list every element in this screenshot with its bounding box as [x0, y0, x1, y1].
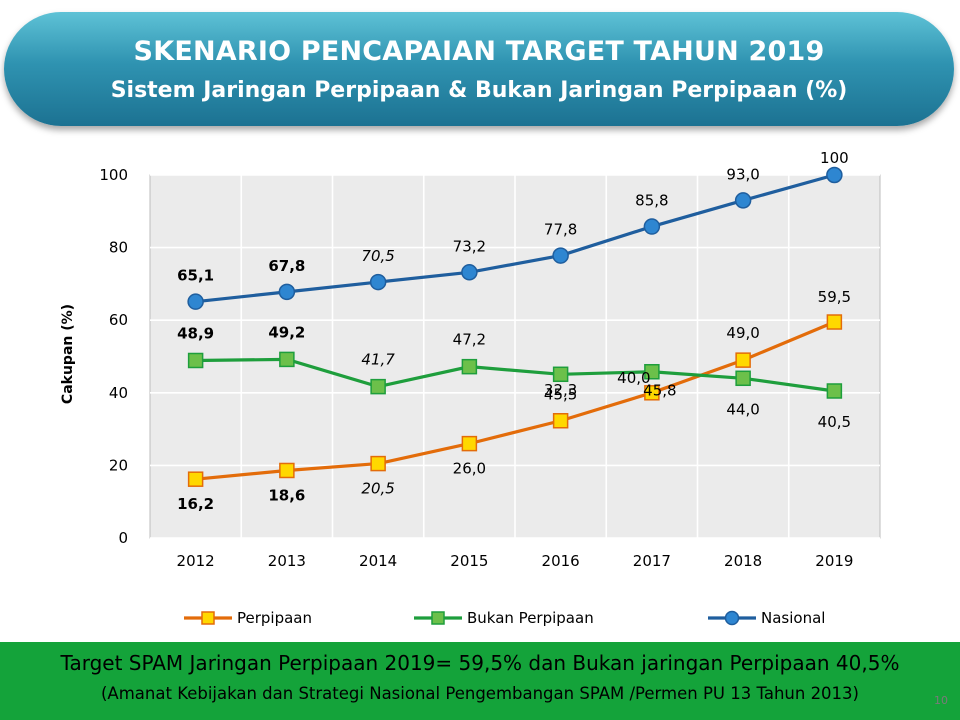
x-tick-label: 2012	[177, 552, 215, 570]
data-point	[188, 294, 203, 309]
footer-banner: Target SPAM Jaringan Perpipaan 2019= 59,…	[0, 642, 960, 720]
data-point	[554, 367, 568, 381]
data-point	[553, 248, 568, 263]
data-label: 67,8	[268, 257, 305, 275]
y-axis-label: Cakupan (%)	[60, 304, 76, 404]
data-point	[371, 275, 386, 290]
data-label: 70,5	[361, 247, 394, 265]
data-point	[280, 352, 294, 366]
page-number: 10	[934, 694, 948, 707]
data-point	[189, 472, 203, 486]
y-tick-label: 60	[109, 311, 128, 329]
data-label: 44,0	[726, 400, 759, 418]
footer-main-text: Target SPAM Jaringan Perpipaan 2019= 59,…	[0, 651, 960, 675]
data-label: 45,8	[643, 382, 676, 400]
data-point	[736, 193, 751, 208]
data-label: 85,8	[635, 192, 668, 210]
x-tick-label: 2019	[815, 552, 853, 570]
data-point	[827, 384, 841, 398]
data-label: 59,5	[818, 288, 851, 306]
data-label: 93,0	[726, 165, 759, 183]
data-label: 100	[820, 149, 849, 167]
y-tick-label: 40	[109, 384, 128, 402]
data-label: 48,9	[177, 324, 214, 342]
data-label: 41,7	[361, 351, 395, 369]
data-label: 49,2	[268, 323, 305, 341]
legend-item: Nasional	[708, 609, 825, 627]
data-point	[189, 353, 203, 367]
legend-marker	[202, 612, 214, 624]
legend-label: Bukan Perpipaan	[467, 609, 594, 627]
data-point	[736, 371, 750, 385]
slide-title: SKENARIO PENCAPAIAN TARGET TAHUN 2019	[4, 36, 954, 67]
data-label: 77,8	[544, 221, 577, 239]
x-tick-label: 2015	[450, 552, 488, 570]
data-point	[644, 219, 659, 234]
data-point	[827, 168, 842, 183]
data-point	[462, 265, 477, 280]
legend-item: Perpipaan	[184, 609, 312, 627]
x-tick-label: 2016	[542, 552, 580, 570]
data-point	[462, 437, 476, 451]
data-label: 20,5	[361, 480, 394, 498]
data-label: 47,2	[453, 331, 486, 349]
slide-subtitle: Sistem Jaringan Perpipaan & Bukan Jaring…	[4, 78, 954, 103]
x-axis-ticks: 2012 2013 2014 2015 2016 2017 2018 2019	[177, 552, 854, 570]
data-label: 45,5	[544, 385, 577, 403]
legend: Perpipaan Bukan Perpipaan Nasional	[184, 609, 825, 627]
x-tick-label: 2018	[724, 552, 762, 570]
data-label: 73,2	[453, 237, 486, 255]
data-label: 40,5	[818, 413, 851, 431]
data-point	[371, 380, 385, 394]
data-label: 26,0	[453, 460, 486, 478]
data-point	[279, 284, 294, 299]
data-point	[827, 315, 841, 329]
y-axis-ticks: 0 20 40 60 80 100	[99, 166, 128, 547]
legend-marker	[432, 612, 444, 624]
title-banner: SKENARIO PENCAPAIAN TARGET TAHUN 2019 Si…	[4, 12, 954, 126]
x-tick-label: 2017	[633, 552, 671, 570]
data-label: 18,6	[268, 486, 305, 504]
data-label: 49,0	[726, 324, 759, 342]
legend-label: Nasional	[761, 609, 825, 627]
data-point	[371, 457, 385, 471]
data-point	[462, 360, 476, 374]
legend-item: Bukan Perpipaan	[414, 609, 594, 627]
legend-label: Perpipaan	[237, 609, 312, 627]
x-tick-label: 2014	[359, 552, 397, 570]
y-tick-label: 0	[118, 529, 128, 547]
data-label: 16,2	[177, 495, 214, 513]
data-point	[554, 414, 568, 428]
data-point	[280, 463, 294, 477]
footer-source-text: (Amanat Kebijakan dan Strategi Nasional …	[0, 684, 960, 703]
data-point	[736, 353, 750, 367]
data-label: 65,1	[177, 267, 214, 285]
y-tick-label: 80	[109, 239, 128, 257]
x-tick-label: 2013	[268, 552, 306, 570]
legend-marker	[726, 612, 739, 625]
y-tick-label: 20	[109, 456, 128, 474]
y-tick-label: 100	[99, 166, 128, 184]
